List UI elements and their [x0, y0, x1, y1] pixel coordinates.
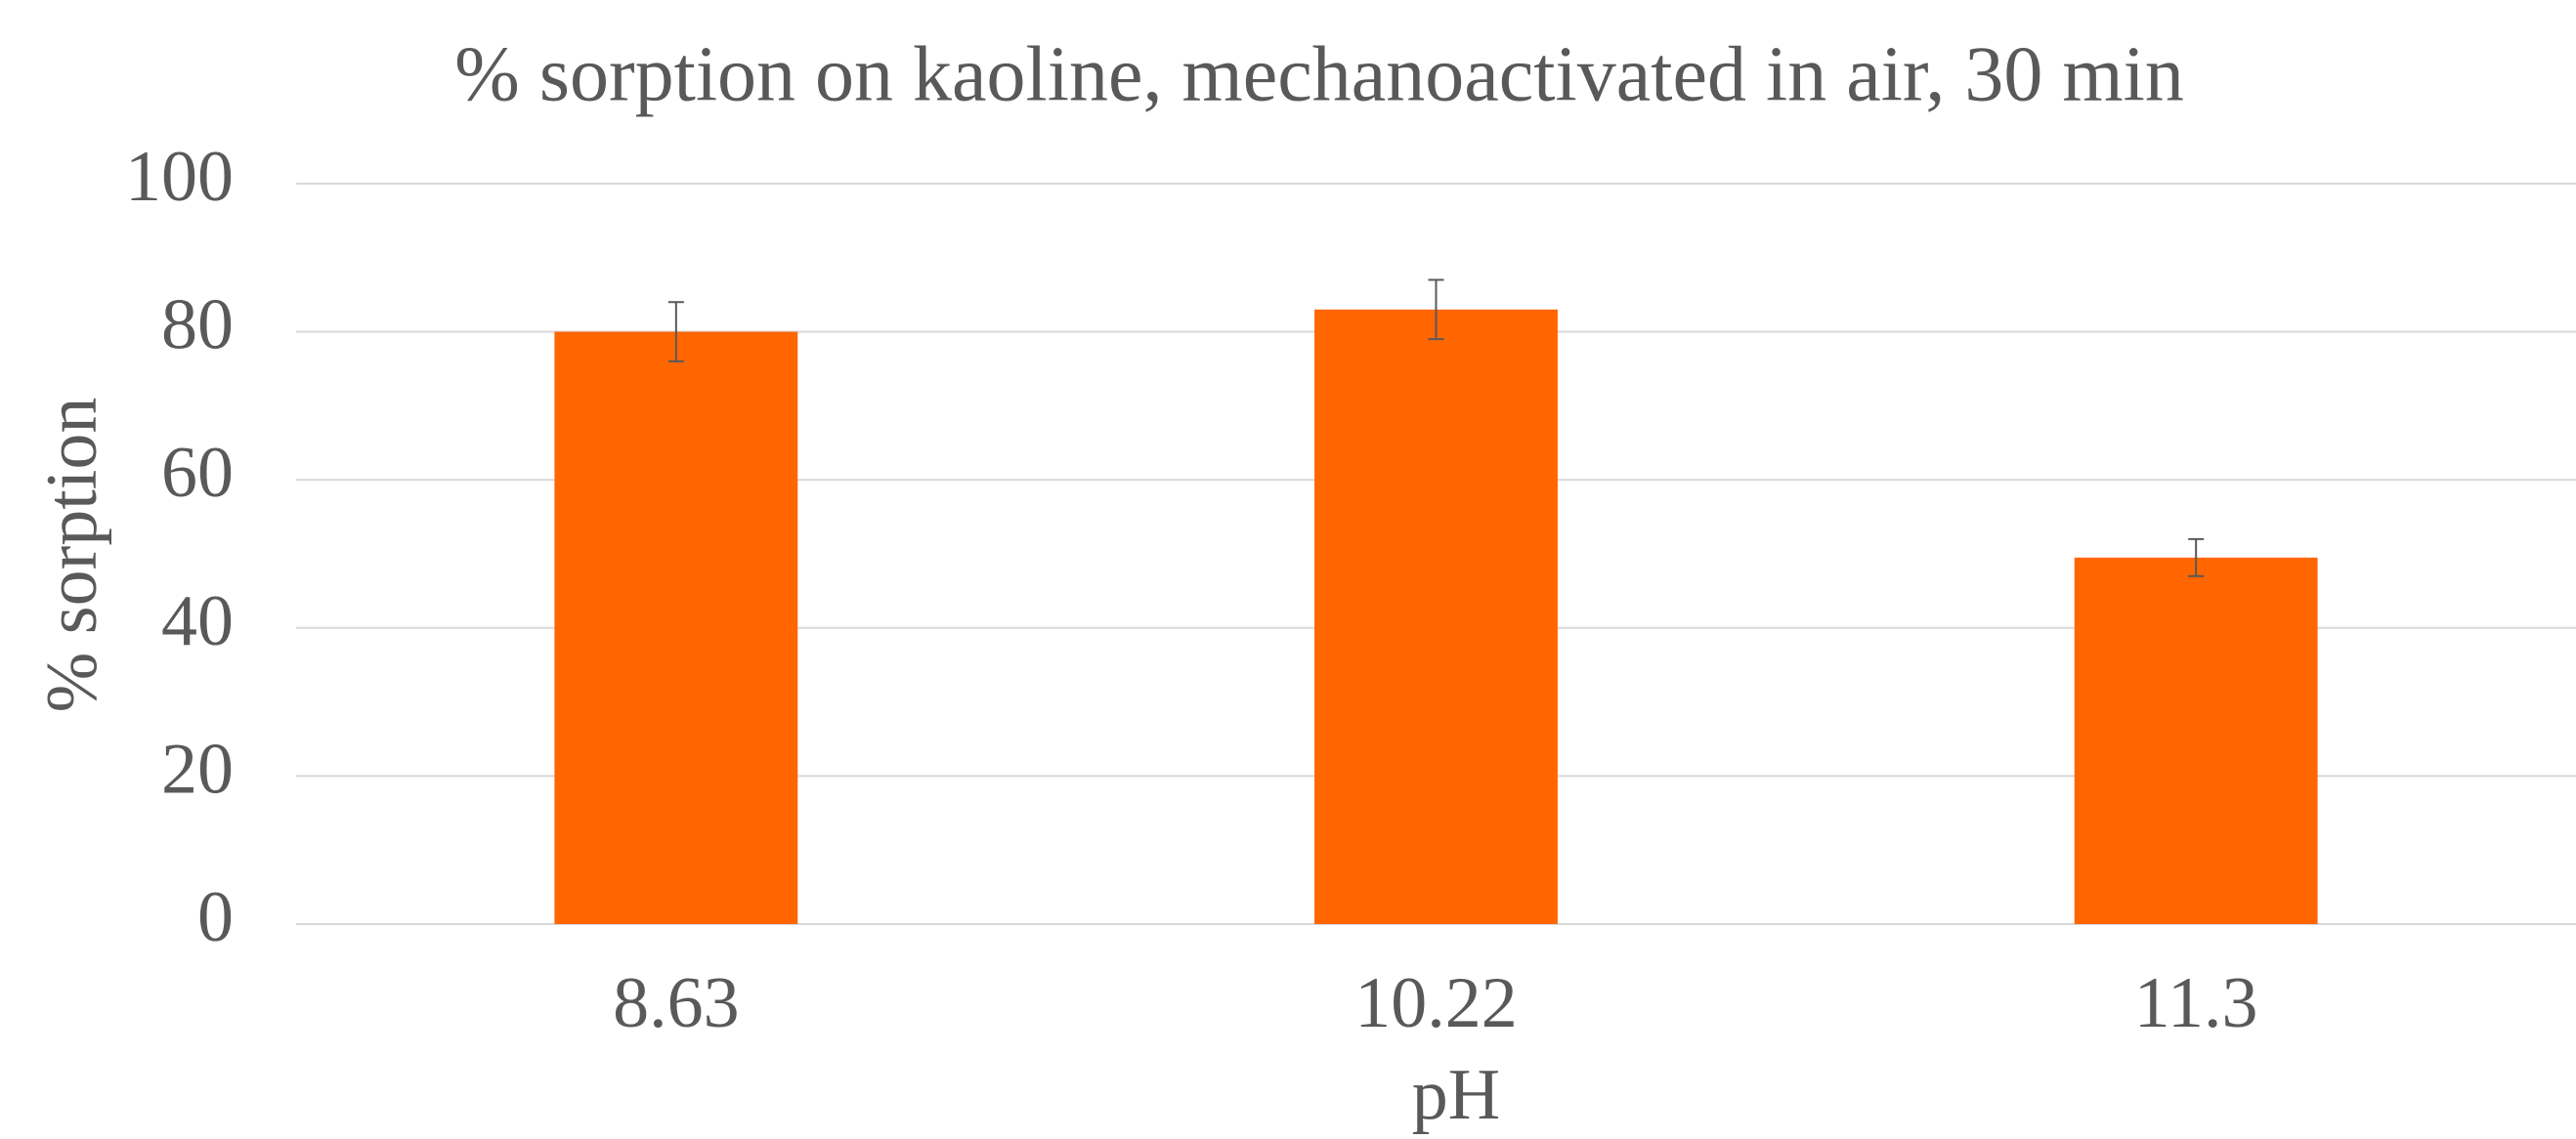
y-axis-title: % sorption: [32, 398, 112, 713]
y-tick-label: 0: [197, 877, 234, 957]
y-tick-label: 60: [161, 433, 234, 513]
bar: [2074, 557, 2318, 924]
x-tick-label: 8.63: [613, 963, 740, 1043]
x-tick-label: 11.3: [2134, 963, 2258, 1043]
y-tick-label: 80: [161, 285, 234, 365]
error-bar: [1428, 278, 1444, 341]
bar: [1314, 309, 1558, 924]
error-bar: [2188, 537, 2205, 577]
error-bar: [667, 301, 684, 362]
y-tick-label: 100: [125, 137, 234, 217]
x-tick-label: 10.22: [1354, 963, 1518, 1043]
y-tick-label: 20: [161, 729, 234, 809]
x-axis-title: pH: [1412, 1055, 1500, 1135]
bar: [554, 331, 798, 925]
y-tick-label: 40: [161, 581, 234, 661]
chart-title: % sorption on kaoline, mechanoactivated …: [454, 31, 2184, 117]
